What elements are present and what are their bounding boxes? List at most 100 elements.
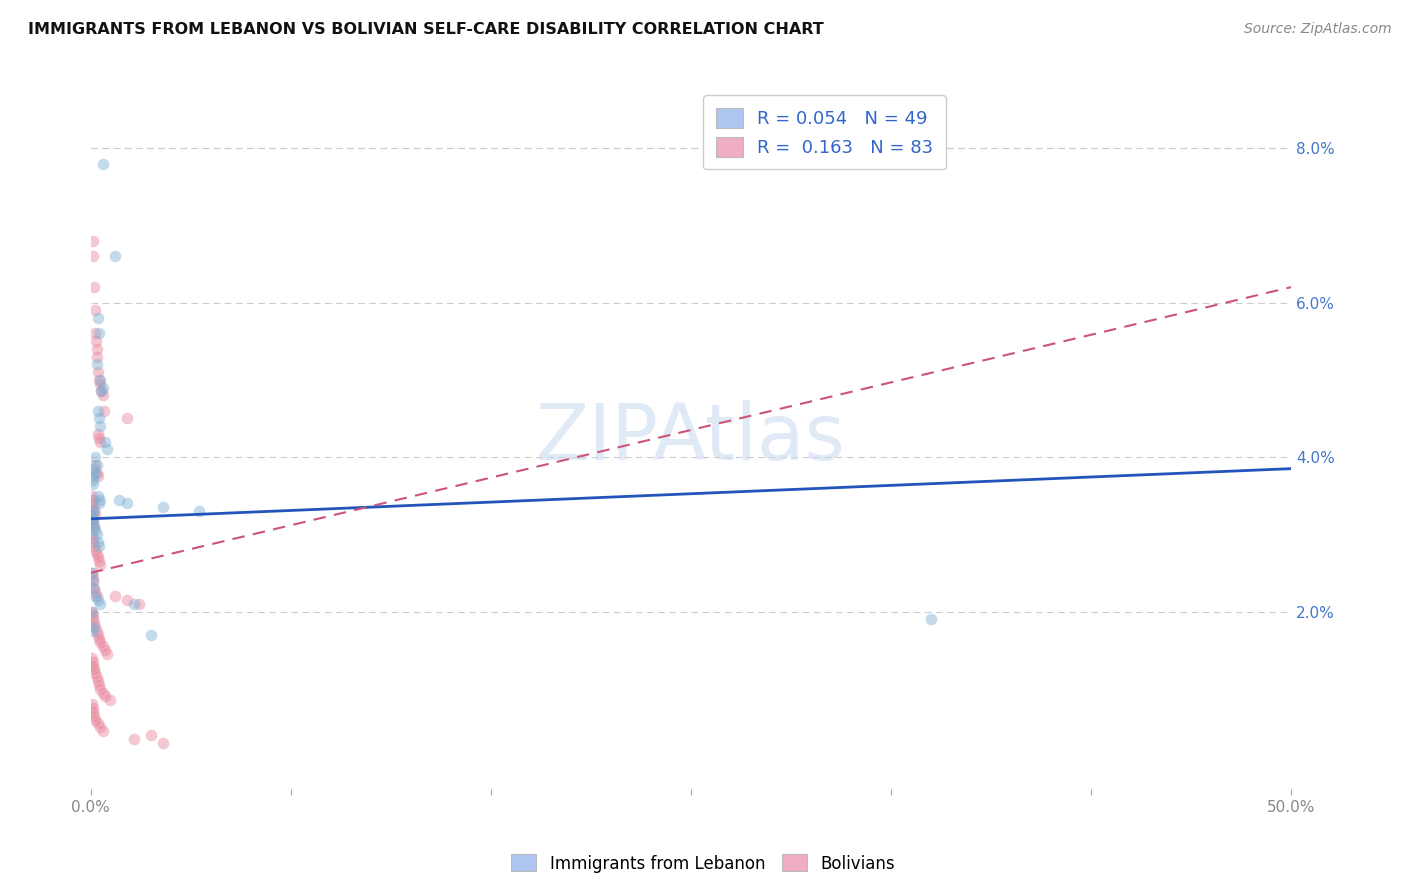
Point bbox=[87, 373, 110, 387]
Point bbox=[84, 508, 107, 522]
Point bbox=[152, 736, 174, 750]
Point bbox=[82, 624, 104, 638]
Point bbox=[87, 632, 110, 646]
Point bbox=[87, 403, 110, 417]
Point bbox=[89, 681, 111, 696]
Point bbox=[83, 519, 105, 533]
Point bbox=[86, 670, 108, 684]
Point bbox=[80, 697, 103, 711]
Point bbox=[86, 350, 108, 364]
Point bbox=[89, 492, 111, 507]
Point bbox=[87, 311, 110, 326]
Point bbox=[80, 566, 103, 580]
Point bbox=[86, 547, 108, 561]
Point bbox=[87, 539, 110, 553]
Point bbox=[98, 693, 121, 707]
Point bbox=[89, 558, 111, 573]
Point bbox=[89, 720, 111, 734]
Point bbox=[91, 156, 114, 170]
Point bbox=[91, 388, 114, 402]
Point bbox=[104, 589, 127, 603]
Legend: R = 0.054   N = 49, R =  0.163   N = 83: R = 0.054 N = 49, R = 0.163 N = 83 bbox=[703, 95, 946, 169]
Point bbox=[89, 419, 111, 434]
Point bbox=[87, 628, 110, 642]
Point bbox=[89, 373, 111, 387]
Point bbox=[84, 303, 107, 318]
Point bbox=[84, 326, 107, 341]
Point bbox=[82, 473, 104, 487]
Point bbox=[84, 450, 107, 464]
Point bbox=[82, 535, 104, 549]
Point bbox=[82, 512, 104, 526]
Point bbox=[82, 570, 104, 584]
Point bbox=[83, 662, 105, 676]
Point bbox=[83, 504, 105, 518]
Point bbox=[89, 597, 111, 611]
Point bbox=[87, 431, 110, 445]
Point bbox=[86, 624, 108, 638]
Point bbox=[115, 496, 138, 510]
Point bbox=[87, 554, 110, 568]
Point bbox=[91, 640, 114, 654]
Point bbox=[86, 342, 108, 356]
Point bbox=[82, 516, 104, 530]
Point bbox=[80, 566, 103, 580]
Point bbox=[82, 492, 104, 507]
Point bbox=[87, 411, 110, 425]
Point bbox=[122, 731, 145, 746]
Point bbox=[115, 593, 138, 607]
Point bbox=[82, 705, 104, 719]
Point bbox=[82, 500, 104, 515]
Point bbox=[80, 651, 103, 665]
Point bbox=[89, 376, 111, 391]
Legend: Immigrants from Lebanon, Bolivians: Immigrants from Lebanon, Bolivians bbox=[505, 847, 901, 880]
Point bbox=[82, 655, 104, 669]
Point bbox=[80, 508, 103, 522]
Point bbox=[84, 589, 107, 603]
Point bbox=[87, 593, 110, 607]
Point bbox=[84, 620, 107, 634]
Point bbox=[82, 249, 104, 263]
Point bbox=[82, 620, 104, 634]
Point bbox=[82, 612, 104, 626]
Point bbox=[87, 535, 110, 549]
Point bbox=[83, 519, 105, 533]
Point bbox=[82, 496, 104, 510]
Point bbox=[94, 434, 117, 449]
Point bbox=[87, 426, 110, 441]
Point bbox=[83, 708, 105, 723]
Point bbox=[84, 334, 107, 349]
Point bbox=[86, 527, 108, 541]
Point bbox=[87, 673, 110, 688]
Point bbox=[91, 685, 114, 699]
Point bbox=[94, 643, 117, 657]
Point bbox=[80, 527, 103, 541]
Point bbox=[82, 608, 104, 623]
Point bbox=[82, 234, 104, 248]
Point bbox=[87, 678, 110, 692]
Point bbox=[187, 504, 209, 518]
Point bbox=[83, 461, 105, 475]
Point bbox=[139, 728, 162, 742]
Text: ZIPAtlas: ZIPAtlas bbox=[536, 400, 846, 475]
Point bbox=[86, 458, 108, 472]
Point bbox=[96, 442, 118, 457]
Point bbox=[82, 574, 104, 588]
Point bbox=[82, 469, 104, 483]
Point bbox=[82, 531, 104, 545]
Point bbox=[83, 280, 105, 294]
Point bbox=[87, 365, 110, 379]
Point bbox=[84, 585, 107, 599]
Point bbox=[84, 713, 107, 727]
Point bbox=[84, 466, 107, 480]
Point bbox=[80, 605, 103, 619]
Point bbox=[82, 516, 104, 530]
Point bbox=[83, 616, 105, 631]
Point bbox=[82, 701, 104, 715]
Point bbox=[83, 539, 105, 553]
Text: Source: ZipAtlas.com: Source: ZipAtlas.com bbox=[1244, 22, 1392, 37]
Point bbox=[122, 597, 145, 611]
Point bbox=[108, 492, 131, 507]
Point bbox=[91, 380, 114, 394]
Point bbox=[96, 647, 118, 661]
